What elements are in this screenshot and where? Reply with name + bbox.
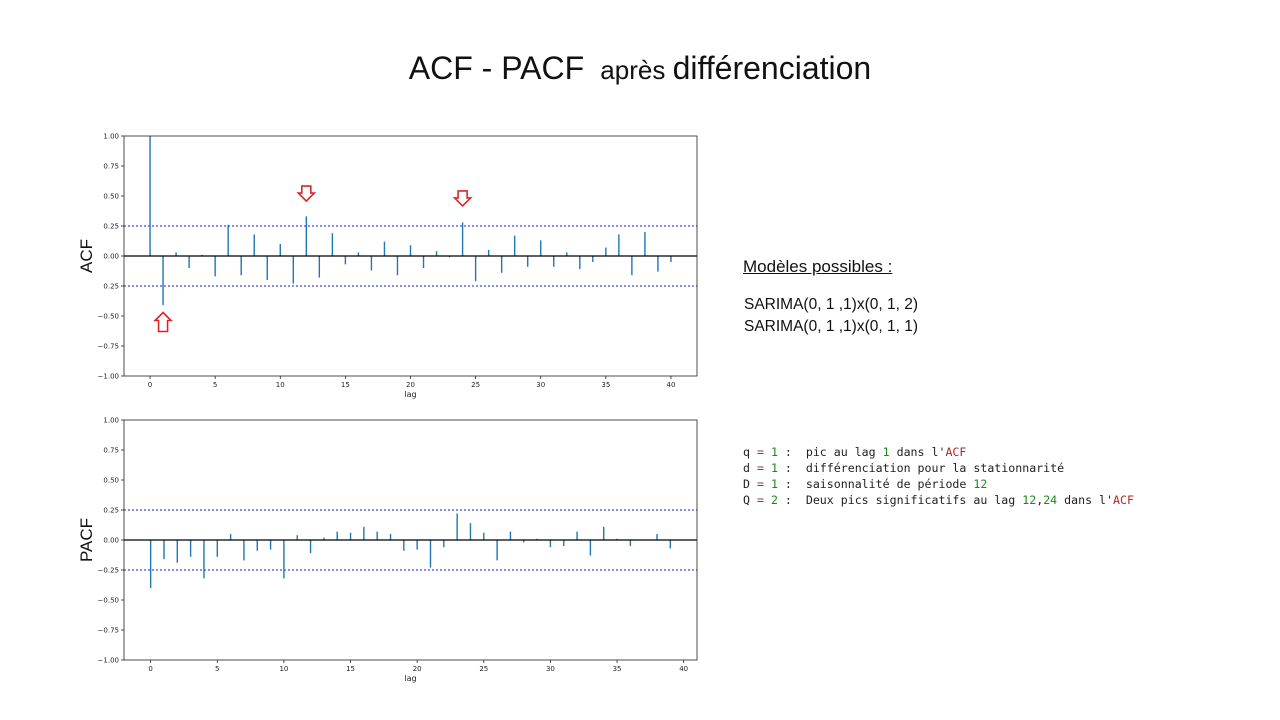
pacf-x-tick-label: 5 [215,665,219,673]
parameter-row: q = 1 : pic au lag 1 dans l'ACF [743,444,1134,460]
acf-x-tick-label: 10 [276,381,285,389]
pacf-x-tick-label: 15 [346,665,355,673]
parameter-value: 1 [770,477,778,491]
parameter-separator: : [777,493,806,507]
parameter-separator: : [777,461,806,475]
pacf-y-tick-label: 0.00 [103,537,119,545]
pacf-x-tick-label: 10 [279,665,288,673]
acf-y-tick-label: 0.75 [103,163,119,171]
parameter-description: ACF [1113,493,1134,507]
models-title: Modèles possibles : [743,257,893,276]
pacf-y-tick-label: 0.75 [103,447,119,455]
pacf-y-tick-label: 0.25 [103,507,119,515]
pacf-y-tick-label: −0.25 [98,567,119,575]
pacf-x-tick-label: 40 [679,665,688,673]
acf-y-tick-label: −0.75 [98,343,119,351]
parameter-equals: = [749,461,771,475]
parameter-description: 1 [882,445,890,459]
parameter-row: Q = 2 : Deux pics significatifs au lag 1… [743,492,1134,508]
parameter-description: 12 [973,477,988,491]
parameter-description: Deux pics significatifs au lag [805,493,1023,507]
acf-y-tick-label: 0.25 [103,223,119,231]
acf-y-tick-label: 1.00 [103,133,119,141]
acf-x-tick-label: 40 [666,381,675,389]
acf-y-tick-label: −0.50 [98,313,119,321]
pacf-y-tick-label: −0.50 [98,597,119,605]
parameter-separator: : [777,445,806,459]
parameter-value: 1 [770,461,778,475]
parameter-description: 24 [1043,493,1058,507]
pacf-x-tick-label: 25 [479,665,488,673]
acf-x-tick-label: 20 [406,381,415,389]
pacf-y-tick-label: −0.75 [98,627,119,635]
parameter-symbol: Q [743,493,750,507]
pacf-y-axis-label: PACF [80,518,96,562]
slide-title: ACF - PACF après différenciation [0,50,1280,87]
acf-x-tick-label: 30 [536,381,545,389]
arrow-icon [296,185,317,203]
pacf-y-tick-label: −1.00 [98,657,119,665]
parameter-equals: = [749,477,771,491]
parameter-description: dans l' [1057,493,1113,507]
acf-x-tick-label: 0 [148,381,152,389]
pacf-x-tick-label: 0 [148,665,152,673]
acf-y-axis-label: ACF [80,239,96,273]
pacf-plot: PACF 1.00 0.75 0.50 0.25 0.00 −0.25 −0.50 −0.75 −… [80,417,698,683]
acf-x-axis-label: lag [404,390,416,399]
acf-x-tick-label: 5 [213,381,217,389]
acf-x-tick-label: 35 [601,381,610,389]
title-apres: après [593,55,673,85]
arrow-icon [452,190,473,208]
parameter-value: 1 [770,445,778,459]
acf-plot: ACF 1.00 0.75 0.50 0.25 0.00 0.25 −0.50 −0.75 −1.… [80,133,698,399]
parameter-description: différenciation pour la stationnarité [805,461,1065,475]
pacf-x-tick-label: 30 [546,665,555,673]
arrow-icon [153,311,173,333]
parameter-symbol: q [743,445,750,459]
parameter-value: 2 [770,493,778,507]
title-differenciation: différenciation [672,50,872,86]
parameter-description: 12 [1022,493,1037,507]
parameter-symbol: d [743,461,750,475]
parameters-legend: q = 1 : pic au lag 1 dans l'ACF d = 1 : d… [743,444,1134,508]
parameter-description: ACF [945,445,967,459]
parameter-description: dans l' [889,445,946,459]
parameter-description: , [1036,493,1044,507]
parameter-description: pic au lag [805,445,883,459]
acf-x-tick-label: 25 [471,381,480,389]
pacf-y-tick-label: 0.50 [103,477,119,485]
pacf-chart: PACF 1.00 0.75 0.50 0.25 0.00 −0.25 −0.50 −0.75 −… [80,412,720,702]
pacf-y-tick-label: 1.00 [103,417,119,425]
pacf-x-tick-label: 20 [413,665,422,673]
parameter-row: d = 1 : différenciation pour la stationn… [743,460,1134,476]
parameter-equals: = [749,445,771,459]
pacf-x-axis-label: lag [404,674,416,683]
pacf-x-tick-label: 35 [613,665,622,673]
parameter-separator: : [777,477,806,491]
acf-x-tick-label: 15 [341,381,350,389]
title-acf-pacf: ACF - PACF [408,50,594,86]
parameter-equals: = [749,493,771,507]
acf-y-tick-label: 0.25 [103,283,119,291]
parameter-description: saisonnalité de période [805,477,974,491]
parameter-symbol: D [743,477,750,491]
acf-y-tick-label: −1.00 [98,373,119,381]
model-item: SARIMA(0, 1 ,1)x(0, 1, 1) [744,318,918,335]
model-item: SARIMA(0, 1 ,1)x(0, 1, 2) [744,296,918,313]
acf-chart: ACF 1.00 0.75 0.50 0.25 0.00 0.25 −0.50 −0.75 −1.… [80,128,720,418]
parameter-row: D = 1 : saisonnalité de période 12 [743,476,1134,492]
acf-y-tick-label: 0.00 [103,253,119,261]
acf-y-tick-label: 0.50 [103,193,119,201]
